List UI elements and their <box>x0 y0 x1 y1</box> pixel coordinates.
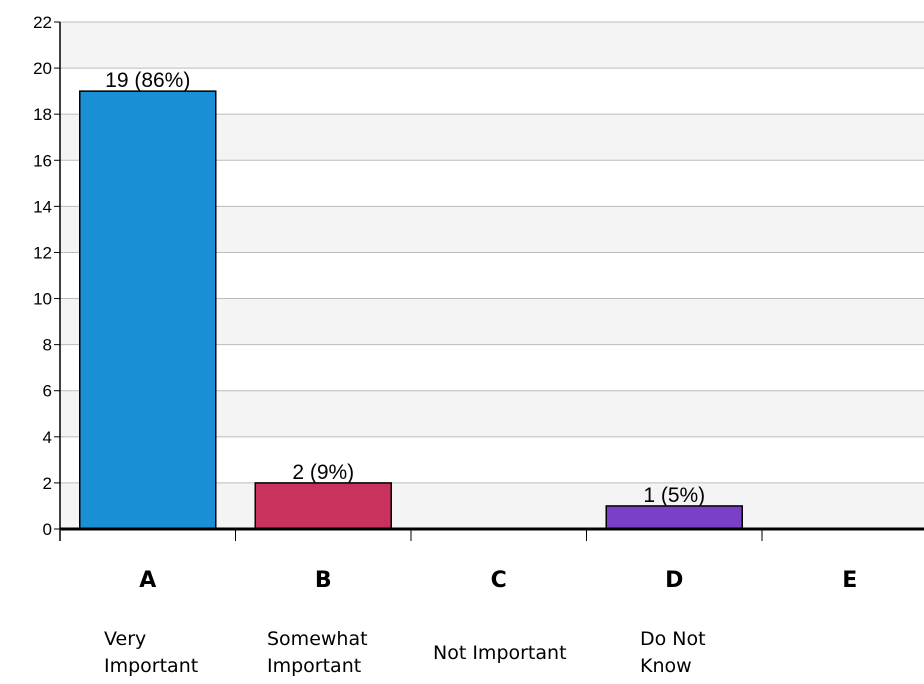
x-tick-label: D <box>665 568 683 593</box>
x-tick-label: E <box>842 568 857 593</box>
y-tick-label: 2 <box>43 474 52 493</box>
category-description: Somewhat Important <box>267 628 368 677</box>
data-label: 1 (5%) <box>643 484 705 507</box>
y-tick-label: 18 <box>33 105 52 124</box>
bar-a <box>79 90 217 530</box>
y-tick-label: 22 <box>33 13 52 32</box>
x-tick-label: A <box>139 568 156 593</box>
grid-band <box>60 22 924 69</box>
y-tick-label: 8 <box>43 336 52 355</box>
y-tick-label: 10 <box>33 290 52 309</box>
data-label: 2 (9%) <box>292 461 354 484</box>
category-description: Do Not Know <box>640 628 706 677</box>
y-tick-label: 12 <box>33 243 52 262</box>
x-tick-label: C <box>491 568 507 593</box>
y-tick-label: 4 <box>43 428 52 447</box>
y-tick-label: 6 <box>43 382 52 401</box>
y-tick-label: 14 <box>33 197 52 216</box>
category-description: Not Important <box>433 642 567 664</box>
category-description: Very Important <box>104 628 199 677</box>
y-tick-label: 0 <box>43 520 52 539</box>
data-label: 19 (86%) <box>105 69 190 92</box>
y-tick-label: 16 <box>33 151 52 170</box>
bar-d <box>605 505 743 530</box>
x-tick-label: B <box>315 568 332 593</box>
bar-b <box>254 482 392 530</box>
y-tick-label: 20 <box>33 59 52 78</box>
